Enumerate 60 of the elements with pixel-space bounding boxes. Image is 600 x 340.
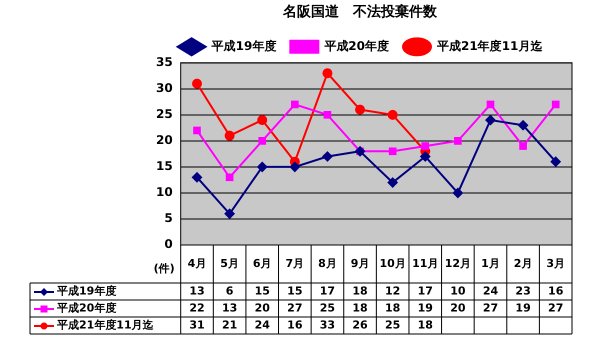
x-tick-label: 10月 <box>380 256 406 270</box>
data-label: 18 <box>352 301 368 314</box>
x-tick-label: 9月 <box>350 256 370 270</box>
x-tick-label: 1月 <box>481 256 500 270</box>
data-label: 15 <box>287 284 302 298</box>
x-tick-label: 5月 <box>220 256 239 270</box>
x-tick-label: 4月 <box>188 256 206 270</box>
text: 平成20年度 <box>57 301 116 314</box>
data-label: 33 <box>320 318 336 332</box>
legend-label: 平成20年度 <box>323 38 390 53</box>
data-label: 10 <box>450 284 466 298</box>
x-tick-label: 2月 <box>514 256 532 270</box>
data-label: 22 <box>189 301 205 314</box>
x-tick-label: 11月 <box>412 256 438 270</box>
data-label: 12 <box>385 284 400 298</box>
x-tick-label: 6月 <box>252 256 272 270</box>
x-tick-label: 7月 <box>286 256 304 270</box>
data-label: 18 <box>352 284 368 298</box>
data-label: 20 <box>254 301 270 314</box>
data-label: 20 <box>450 301 466 314</box>
data-label: 27 <box>482 301 498 314</box>
text: 平成19年度 <box>57 284 116 298</box>
x-tick-label: 8月 <box>318 256 337 270</box>
data-label: 17 <box>320 284 336 298</box>
y-tick-label: 35 <box>156 54 173 69</box>
legend-label: 平成21年度11月迄 <box>436 38 544 53</box>
y-tick-label: 30 <box>156 80 173 95</box>
data-label: 19 <box>515 301 531 314</box>
chart-title: 名阪国道 不法投棄件数 <box>282 3 438 20</box>
data-label: 25 <box>385 318 400 332</box>
data-label: 13 <box>222 301 238 314</box>
y-tick-label: 20 <box>156 133 173 148</box>
data-label: 16 <box>287 318 303 332</box>
x-tick-label: 12月 <box>444 256 472 270</box>
data-label: 13 <box>189 284 205 298</box>
y-axis-title: (件) <box>154 262 175 275</box>
data-label: 24 <box>482 284 498 298</box>
y-tick-label: 0 <box>164 237 173 252</box>
y-tick-label: 15 <box>156 159 173 174</box>
data-label: 19 <box>418 301 433 314</box>
data-label: 17 <box>418 284 433 298</box>
data-label: 31 <box>189 318 205 332</box>
x-tick-label: 3月 <box>546 256 566 270</box>
data-label: 16 <box>548 284 564 298</box>
legend-label: 平成19年度 <box>210 38 276 53</box>
text: 平成21年度11月迄 <box>57 318 154 332</box>
data-label: 26 <box>352 318 368 332</box>
data-label: 23 <box>515 284 531 298</box>
y-tick-label: 25 <box>156 106 173 121</box>
data-label: 25 <box>320 301 336 314</box>
data-label: 18 <box>418 318 433 332</box>
data-label: 27 <box>548 301 564 314</box>
data-label: 15 <box>254 284 270 298</box>
data-label: 6 <box>226 284 234 298</box>
data-label: 27 <box>287 301 302 314</box>
data-label: 24 <box>254 318 270 332</box>
data-label: 18 <box>385 301 400 314</box>
y-tick-label: 10 <box>156 185 173 200</box>
y-tick-label: 5 <box>164 211 173 226</box>
data-label: 21 <box>222 318 238 332</box>
